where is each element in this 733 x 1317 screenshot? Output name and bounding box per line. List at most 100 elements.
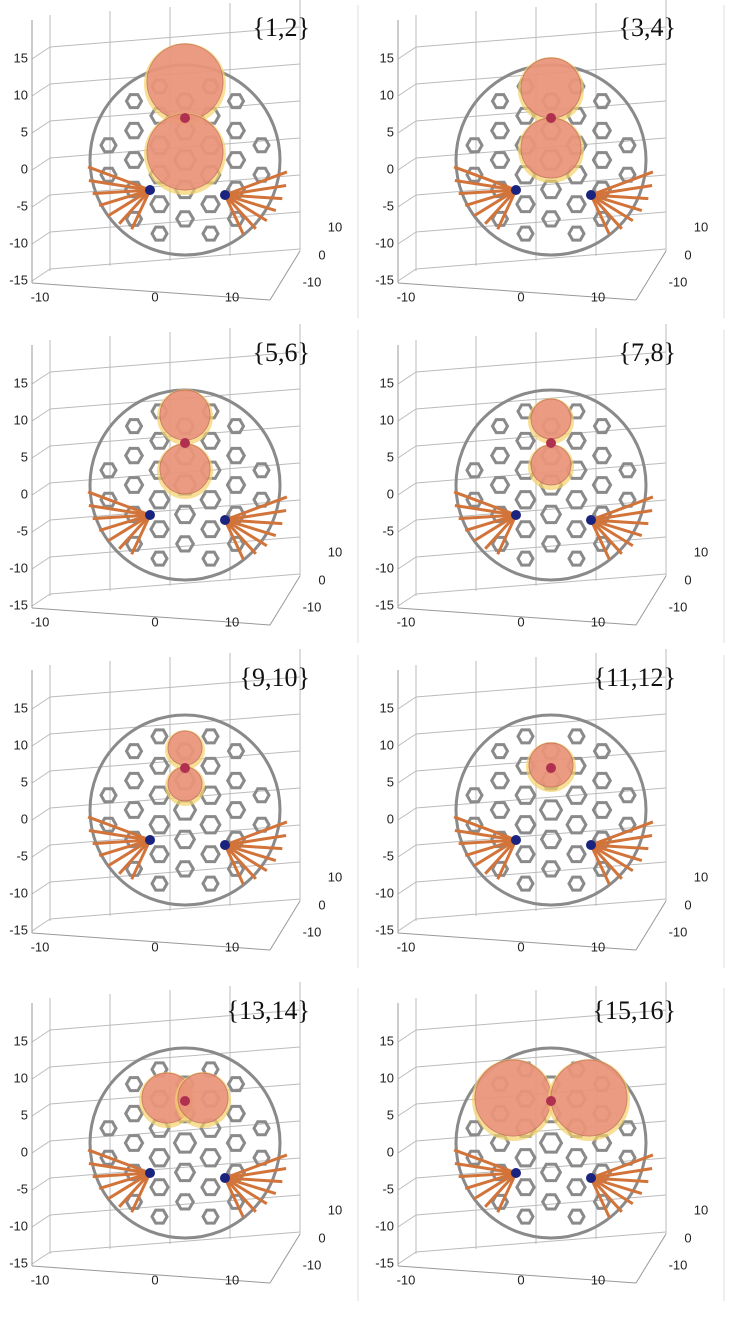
rod (88, 179, 151, 192)
rod (87, 1148, 151, 1175)
z-tick-label: -15 (9, 272, 28, 287)
cage-ring (148, 1148, 171, 1168)
cage-ring (225, 1104, 247, 1123)
rod (473, 513, 517, 543)
cage-ring (489, 446, 511, 465)
grid-line (31, 231, 51, 245)
grid-line (49, 248, 301, 270)
grid-line (397, 556, 417, 570)
grid-line (397, 445, 417, 459)
rod (590, 1176, 643, 1195)
z-tick-label: -15 (375, 922, 394, 937)
center-atom (546, 1096, 556, 1106)
rod (98, 188, 151, 207)
rod (590, 193, 649, 201)
grid-line (49, 499, 301, 521)
grid-line (31, 1214, 51, 1228)
cage-ring (540, 210, 562, 228)
cage-ring (567, 875, 586, 892)
center-atom (546, 438, 556, 448)
rod (224, 843, 277, 862)
y-tick-label: 0 (684, 247, 691, 262)
grid-line (397, 918, 417, 932)
cage-ring (124, 743, 144, 760)
x-tick-label: -10 (397, 289, 416, 304)
cage-outline (454, 1046, 648, 1240)
z-tick-label: -5 (16, 1181, 28, 1196)
z-tick-label: 5 (387, 124, 394, 139)
grid-line (397, 844, 417, 858)
z-tick-label: 5 (387, 449, 394, 464)
rod (88, 829, 151, 842)
grid-line (397, 1029, 417, 1043)
cage-ring (592, 418, 612, 435)
cage-ring (489, 771, 511, 790)
rod (589, 844, 611, 885)
y-tick-label: 10 (328, 869, 342, 884)
grid-line (31, 881, 51, 895)
x-tick-label: 0 (151, 1272, 158, 1287)
rod (589, 193, 623, 230)
rod (224, 1167, 287, 1180)
cage-ring (566, 1178, 587, 1197)
cage-ring (150, 728, 169, 745)
rod (98, 1171, 151, 1190)
y-tick-label: 0 (318, 572, 325, 587)
cage-ring (252, 1120, 271, 1137)
atom (511, 510, 521, 520)
axis-line (397, 932, 637, 951)
rod (224, 820, 288, 847)
atom (586, 1173, 596, 1183)
panel-label: {15,16} (593, 996, 676, 1025)
grid-line (397, 881, 417, 895)
cage-ring (516, 1208, 535, 1225)
rod (92, 1171, 151, 1179)
z-tick-label: 10 (380, 87, 394, 102)
grid-line (415, 1046, 667, 1068)
cage-ring (565, 785, 588, 805)
rod (223, 843, 257, 880)
cage-ring (123, 1104, 145, 1123)
axis-line (635, 900, 667, 951)
grid-line (31, 46, 51, 60)
center-atom (180, 1096, 190, 1106)
y-tick-label: 10 (694, 544, 708, 559)
z-tick-label: 10 (14, 412, 28, 427)
grid-line (31, 1177, 51, 1191)
grid-line (49, 676, 301, 698)
cage-ring (565, 490, 588, 510)
y-tick-label: -10 (303, 599, 322, 614)
grid-line (31, 733, 51, 747)
cage-ring (148, 815, 171, 835)
cage-ring (200, 845, 221, 864)
grid-line (397, 268, 417, 282)
cage-outline (88, 1046, 282, 1240)
cage-ring (490, 535, 510, 552)
cage-ring (252, 137, 271, 154)
axis-line (397, 282, 637, 301)
cage-ring (514, 815, 537, 835)
cage-ring (124, 1076, 144, 1093)
rod (223, 1177, 245, 1218)
rod (224, 193, 277, 212)
cage-ring (515, 195, 536, 214)
atom (145, 510, 155, 520)
rod (98, 838, 151, 857)
grid-line (31, 371, 51, 385)
rod (590, 509, 653, 522)
z-tick-label: 15 (380, 50, 394, 65)
z-tick-label: 15 (14, 50, 28, 65)
cage-ring (539, 504, 563, 525)
cage-ring (465, 1149, 484, 1166)
atom (220, 840, 230, 850)
rod (224, 1176, 283, 1184)
x-tick-label: 10 (591, 614, 605, 629)
z-tick-label: 0 (21, 1144, 28, 1159)
grid-line (49, 1120, 301, 1142)
z-tick-label: 0 (387, 486, 394, 501)
orbital (159, 443, 211, 495)
grid-line (397, 1103, 417, 1117)
z-tick-label: -5 (382, 523, 394, 538)
